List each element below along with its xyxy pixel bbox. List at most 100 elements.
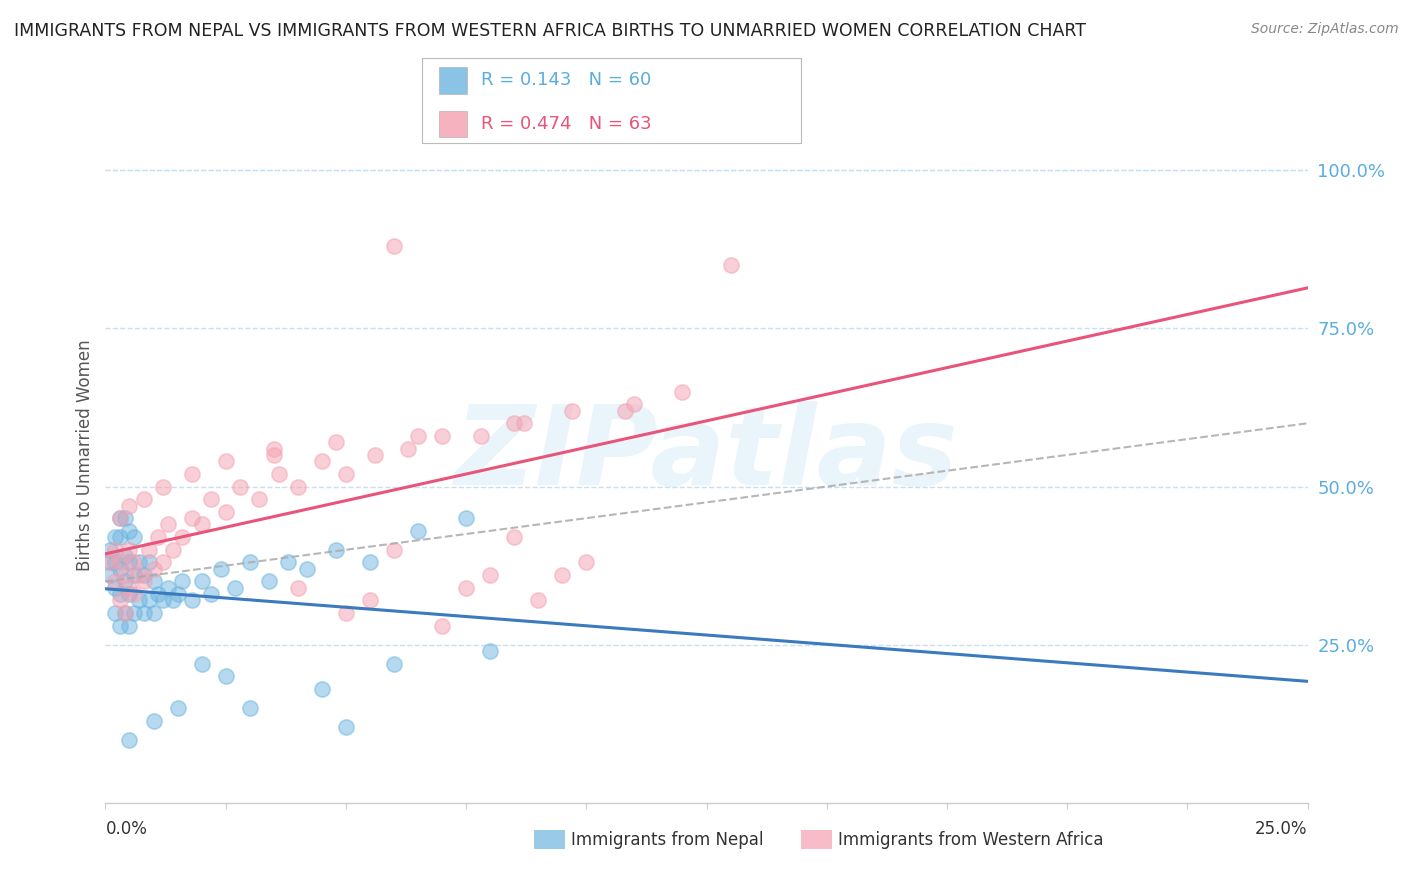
Text: 0.0%: 0.0%	[105, 820, 148, 838]
Point	[181, 467, 204, 481]
Point	[561, 403, 583, 417]
Point	[114, 568, 136, 582]
Point	[104, 574, 127, 589]
Point	[513, 417, 536, 431]
Point	[104, 581, 127, 595]
Point	[359, 593, 381, 607]
Point	[671, 384, 693, 399]
Point	[148, 587, 170, 601]
Point	[214, 454, 236, 468]
Point	[297, 562, 319, 576]
Point	[166, 701, 188, 715]
Y-axis label: Births to Unmarried Women: Births to Unmarried Women	[76, 339, 94, 571]
Point	[132, 568, 155, 582]
Point	[124, 530, 146, 544]
Point	[124, 606, 146, 620]
Point	[138, 556, 160, 570]
Text: R = 0.143   N = 60: R = 0.143 N = 60	[481, 71, 651, 89]
Point	[229, 479, 252, 493]
Point	[142, 714, 165, 728]
Point	[263, 448, 285, 462]
Point	[287, 479, 309, 493]
Point	[166, 587, 188, 601]
Point	[200, 492, 222, 507]
Point	[454, 511, 477, 525]
Text: IMMIGRANTS FROM NEPAL VS IMMIGRANTS FROM WESTERN AFRICA BIRTHS TO UNMARRIED WOME: IMMIGRANTS FROM NEPAL VS IMMIGRANTS FROM…	[14, 22, 1085, 40]
Point	[118, 618, 141, 632]
Point	[104, 556, 127, 570]
Point	[503, 530, 526, 544]
Point	[623, 397, 645, 411]
Point	[138, 593, 160, 607]
Point	[720, 258, 742, 272]
Point	[138, 542, 160, 557]
Point	[108, 618, 131, 632]
Point	[108, 593, 131, 607]
Point	[190, 574, 212, 589]
Point	[430, 429, 453, 443]
Point	[311, 681, 333, 696]
Point	[98, 568, 121, 582]
Point	[454, 581, 477, 595]
Text: Immigrants from Nepal: Immigrants from Nepal	[571, 831, 763, 849]
Point	[335, 720, 357, 734]
Point	[172, 530, 194, 544]
Point	[128, 568, 150, 582]
Point	[142, 606, 165, 620]
Point	[124, 587, 146, 601]
Point	[104, 542, 127, 557]
Point	[156, 581, 179, 595]
Point	[190, 657, 212, 671]
Point	[108, 511, 131, 525]
Point	[382, 239, 405, 253]
Point	[108, 511, 131, 525]
Point	[114, 574, 136, 589]
Point	[118, 499, 141, 513]
Point	[382, 542, 405, 557]
Point	[148, 530, 170, 544]
Point	[479, 644, 502, 658]
Point	[118, 587, 141, 601]
Point	[118, 556, 141, 570]
Text: ZIPatlas: ZIPatlas	[454, 401, 959, 508]
Point	[142, 562, 165, 576]
Point	[527, 593, 550, 607]
Point	[181, 593, 204, 607]
Point	[156, 517, 179, 532]
Point	[114, 511, 136, 525]
Point	[128, 556, 150, 570]
Point	[503, 417, 526, 431]
Point	[214, 669, 236, 683]
Point	[214, 505, 236, 519]
Point	[382, 657, 405, 671]
Point	[190, 517, 212, 532]
Point	[613, 403, 636, 417]
Point	[575, 556, 598, 570]
Point	[118, 581, 141, 595]
Point	[287, 581, 309, 595]
Point	[181, 511, 204, 525]
Point	[335, 606, 357, 620]
Point	[325, 542, 347, 557]
Text: 25.0%: 25.0%	[1256, 820, 1308, 838]
Point	[108, 556, 131, 570]
Point	[257, 574, 280, 589]
Point	[162, 593, 184, 607]
Point	[114, 606, 136, 620]
Point	[152, 479, 174, 493]
Point	[152, 556, 174, 570]
Point	[114, 606, 136, 620]
Point	[200, 587, 222, 601]
Point	[132, 606, 155, 620]
Point	[430, 618, 453, 632]
Point	[162, 542, 184, 557]
Point	[209, 562, 232, 576]
Point	[152, 593, 174, 607]
Point	[359, 556, 381, 570]
Text: R = 0.474   N = 63: R = 0.474 N = 63	[481, 115, 651, 133]
Point	[364, 448, 387, 462]
Point	[325, 435, 347, 450]
Point	[406, 524, 429, 538]
Point	[128, 593, 150, 607]
Point	[172, 574, 194, 589]
